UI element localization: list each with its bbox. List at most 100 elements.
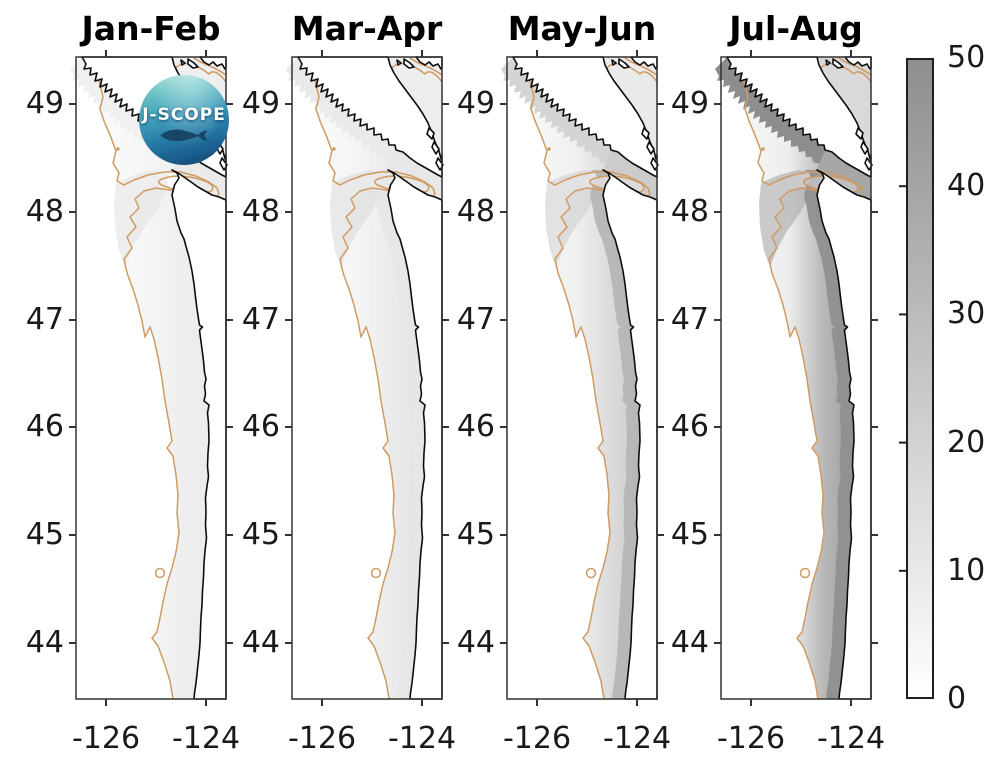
lat-tick-label: 45 <box>25 517 64 552</box>
lat-tick-label: 45 <box>241 517 280 552</box>
panel-title: Jul-Aug <box>729 9 863 48</box>
lon-tick-label: -126 <box>71 721 141 756</box>
axes-border <box>720 56 872 700</box>
lat-tick-label: 49 <box>670 86 709 121</box>
fish-icon <box>160 129 208 142</box>
map-panel-jul-aug: Jul-Aug 49 48 47 46 45 44 -126 -124 <box>671 10 885 757</box>
coastline-washington-oregon <box>816 169 872 700</box>
logo-text: J-SCOPE <box>142 105 226 125</box>
lon-tick-label: -126 <box>502 721 572 756</box>
nearshore-shading <box>375 170 425 699</box>
lat-tick-label: 49 <box>456 86 495 121</box>
canyon-shading <box>114 170 169 267</box>
lon-tick-label: -126 <box>716 721 786 756</box>
lat-tick-label: 44 <box>670 625 709 660</box>
canyon-shading <box>330 170 385 267</box>
map-svg <box>714 50 878 706</box>
map-svg <box>285 50 449 706</box>
colorbar-tick-label: 40 <box>947 168 986 204</box>
bank-contour-loop <box>370 567 382 579</box>
shelf-break-contour <box>522 56 651 700</box>
map-panel-jan-feb: Jan-Feb J-SCOPE 49 48 47 46 45 44 -126 -124 <box>26 10 240 757</box>
lat-tick-label: 45 <box>456 517 495 552</box>
coastline-washington-oregon <box>602 169 658 700</box>
logo-light-rays <box>139 75 229 165</box>
island <box>180 59 186 66</box>
lat-tick-label: 47 <box>25 302 64 337</box>
colorbar <box>906 58 934 699</box>
lat-tick-label: 49 <box>241 86 280 121</box>
island <box>832 58 844 69</box>
bank-contour-loop <box>154 567 166 579</box>
lat-tick-label: 44 <box>241 625 280 660</box>
nearshore-shading <box>804 170 854 699</box>
contour-dot <box>761 147 765 151</box>
lat-tick-label: 48 <box>241 194 280 229</box>
lon-tick-label: -124 <box>387 721 457 756</box>
nearshore-shading <box>590 170 640 699</box>
island <box>641 127 650 140</box>
lat-tick-label: 44 <box>456 625 495 660</box>
contour-dot <box>547 147 551 151</box>
lat-tick-label: 47 <box>456 302 495 337</box>
lat-tick-label: 49 <box>25 86 64 121</box>
lat-tick-label: 48 <box>25 194 64 229</box>
coastline-washington-oregon <box>387 169 443 700</box>
contour-dot <box>332 147 336 151</box>
shelf-shading <box>727 57 864 699</box>
island <box>431 141 440 155</box>
map-panel-may-jun: May-Jun 49 48 47 46 45 44 -126 -124 <box>457 10 671 757</box>
colorbar-tick-marks <box>899 185 906 572</box>
axes-border <box>291 56 443 700</box>
georgia-contour-2 <box>837 56 872 76</box>
colorbar-tick-label: 10 <box>947 552 986 588</box>
lat-tick-label: 46 <box>670 409 709 444</box>
lat-tick-label: 45 <box>670 517 709 552</box>
shelf-shading <box>298 57 435 699</box>
colorbar-tick-label: 0 <box>947 681 967 716</box>
lat-tick-label: 47 <box>670 302 709 337</box>
shelf-break-contour <box>91 56 220 700</box>
panel-title: Jan-Feb <box>81 9 221 48</box>
panel-title: Mar-Apr <box>291 9 443 48</box>
axes-border <box>506 56 658 700</box>
island <box>396 59 402 66</box>
georgia-contour-2 <box>623 56 658 76</box>
axes-border <box>75 56 227 700</box>
bank-contour-loop <box>585 567 597 579</box>
lon-tick-label: -124 <box>171 721 241 756</box>
island <box>855 127 864 140</box>
colorbar-tick-label: 50 <box>947 40 986 75</box>
shelf-break-contour <box>307 56 436 700</box>
shelf-shading <box>513 57 650 699</box>
coastline-vancouver-island <box>512 56 658 178</box>
island <box>860 141 869 155</box>
lat-tick-label: 47 <box>241 302 280 337</box>
island <box>618 58 630 69</box>
shelf-break-contour <box>736 56 865 700</box>
georgia-contour-2 <box>408 56 443 76</box>
coastline-washington-oregon <box>171 169 227 700</box>
island <box>187 58 199 69</box>
lat-tick-label: 44 <box>25 625 64 660</box>
lat-tick-label: 48 <box>456 194 495 229</box>
lat-tick-label: 46 <box>241 409 280 444</box>
lat-tick-label: 46 <box>25 409 64 444</box>
lon-tick-label: -124 <box>602 721 672 756</box>
colorbar-gradient <box>908 60 932 697</box>
canyon-shading <box>759 170 814 267</box>
lon-tick-label: -124 <box>816 721 886 756</box>
lon-tick-label: -126 <box>287 721 357 756</box>
panel-title: May-Jun <box>507 9 657 48</box>
bank-contour-loop <box>799 567 811 579</box>
colorbar-tick-label: 20 <box>947 424 986 460</box>
island <box>611 59 617 66</box>
georgia-contour-2 <box>192 56 227 76</box>
coastline-vancouver-island <box>726 56 872 178</box>
map-svg <box>500 50 664 706</box>
canyon-shading <box>545 170 600 267</box>
island <box>646 141 655 155</box>
island <box>403 58 415 69</box>
jscope-logo: J-SCOPE <box>139 75 229 165</box>
